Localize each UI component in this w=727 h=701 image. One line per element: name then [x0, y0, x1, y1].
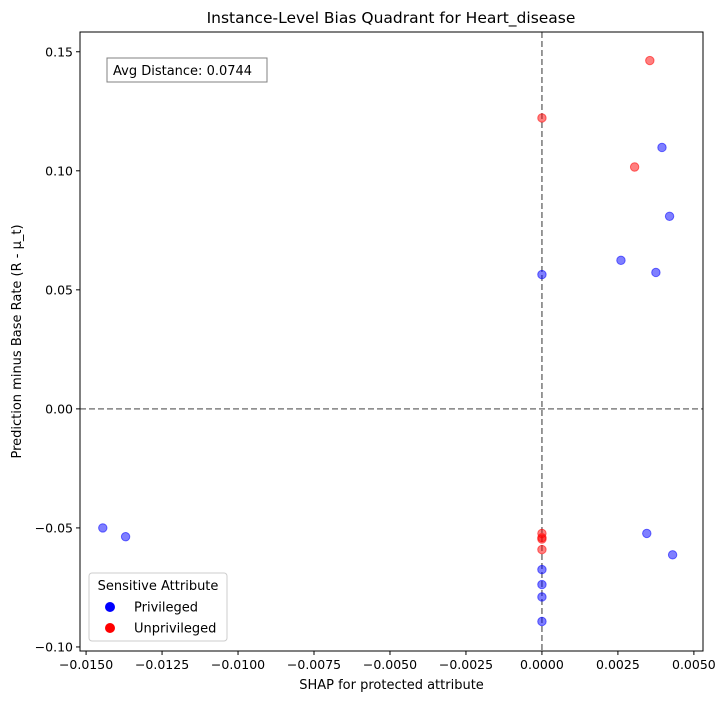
x-tick-label: −0.0025 [439, 657, 493, 672]
x-tick-label: 0.0025 [596, 657, 640, 672]
plot-area-frame [79, 31, 704, 652]
point-unprivileged [629, 162, 640, 172]
legend-label-unprivileged: Unprivileged [134, 622, 216, 637]
x-tick-label: 0.0000 [520, 657, 564, 672]
point-privileged [537, 269, 547, 280]
x-axis-ticks: −0.0150 −0.0125 −0.0100 −0.0075 −0.0050 −0.00… [59, 651, 716, 672]
avg-distance-annotation: Avg Distance: 0.0744 [106, 57, 268, 83]
legend-label-privileged: Privileged [134, 601, 198, 616]
annotation-box [106, 57, 268, 83]
point-unprivileged [537, 534, 547, 544]
x-tick-label: −0.0100 [211, 657, 265, 672]
legend-box [88, 572, 228, 642]
point-privileged [537, 564, 547, 575]
point-privileged [664, 211, 675, 221]
point-privileged [537, 616, 547, 627]
x-tick-label: −0.0125 [135, 657, 189, 672]
y-tick-label: 0.05 [45, 282, 73, 297]
point-privileged [651, 267, 661, 278]
point-privileged [667, 550, 678, 560]
point-privileged [657, 142, 667, 153]
point-privileged [537, 579, 547, 590]
y-tick-label: −0.10 [35, 639, 73, 654]
point-privileged [98, 523, 108, 533]
point-privileged [537, 592, 547, 602]
y-axis-label: Prediction minus Base Rate (R - μ_t) [10, 224, 25, 458]
y-axis-ticks: −0.10 −0.05 0.00 0.05 0.10 0.15 [35, 44, 80, 654]
point-unprivileged [537, 113, 547, 123]
x-axis-label: SHAP for protected attribute [299, 678, 484, 693]
y-tick-label: 0.15 [45, 44, 73, 59]
data-points [98, 55, 678, 627]
point-privileged [642, 528, 652, 539]
legend-marker-privileged [105, 602, 115, 612]
x-tick-label: −0.0050 [363, 657, 417, 672]
point-unprivileged [537, 544, 547, 555]
annotation-text: Avg Distance: 0.0744 [113, 64, 252, 79]
legend: Sensitive Attribute Privileged Unprivile… [88, 572, 228, 642]
x-tick-label: −0.0075 [287, 657, 341, 672]
legend-title: Sensitive Attribute [98, 579, 219, 594]
y-tick-label: 0.00 [45, 401, 73, 416]
chart-title: Instance-Level Bias Quadrant for Heart_d… [207, 9, 576, 28]
x-tick-label: 0.0050 [672, 657, 716, 672]
point-unprivileged [645, 55, 655, 66]
y-tick-label: −0.05 [35, 520, 73, 535]
y-tick-label: 0.10 [45, 163, 73, 178]
legend-marker-unprivileged [105, 623, 115, 633]
x-tick-label: −0.0150 [59, 657, 113, 672]
point-privileged [120, 532, 131, 542]
point-privileged [616, 255, 626, 266]
